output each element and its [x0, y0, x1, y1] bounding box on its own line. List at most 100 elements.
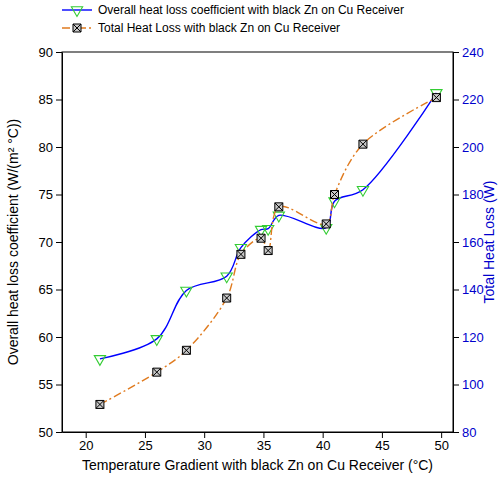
y2-axis-tick: 240 [453, 45, 484, 60]
x-axis-tick-mark [263, 432, 264, 438]
x-axis-tick-mark [382, 432, 383, 438]
x-axis-tick: 45 [375, 432, 389, 453]
plot-frame [62, 52, 453, 432]
x-axis-tick-label: 35 [257, 438, 271, 453]
y2-axis-tick-label: 120 [462, 330, 484, 345]
series-marker [182, 346, 190, 354]
series-line [100, 98, 436, 405]
series-marker [223, 294, 231, 302]
y2-axis-tick: 120 [453, 330, 484, 345]
y-axis-tick-label: 55 [39, 377, 53, 392]
series-marker [359, 140, 367, 148]
legend-label: Total Heat Loss with black Zn on Cu Rece… [98, 21, 340, 35]
y-axis-tick: 65 [39, 282, 62, 297]
y-axis-tick-mark [56, 100, 62, 101]
y-axis-tick: 75 [39, 187, 62, 202]
series-marker [264, 247, 272, 255]
y2-axis: 80 100 120 140 160 180 200 220 240 [453, 45, 484, 440]
y-axis-tick-mark [56, 337, 62, 338]
y-axis-tick-mark [56, 147, 62, 148]
legend-marker [73, 24, 81, 32]
y-axis-tick-mark [56, 385, 62, 386]
y2-axis-title: Total Heat Loss (W) [481, 181, 497, 304]
x-axis-tick-label: 30 [197, 438, 211, 453]
y-axis-tick-label: 90 [39, 45, 53, 60]
y-axis-tick-mark [56, 432, 62, 433]
x-axis-tick: 40 [316, 432, 330, 453]
x-axis-tick-label: 40 [316, 438, 330, 453]
x-axis-tick-mark [204, 432, 205, 438]
y-axis-tick-label: 70 [39, 235, 53, 250]
y-axis-tick-mark [56, 290, 62, 291]
series-marker [153, 368, 161, 376]
x-axis-tick: 25 [138, 432, 152, 453]
y2-axis-tick-mark [453, 195, 459, 196]
series-line [100, 93, 436, 359]
y2-axis-tick: 160 [453, 235, 484, 250]
x-axis-tick-label: 25 [138, 438, 152, 453]
y-axis-tick: 80 [39, 140, 62, 155]
y2-axis-tick-mark [453, 290, 459, 291]
x-axis-tick: 50 [434, 432, 448, 453]
legend: Overall heat loss coefficient with black… [62, 3, 404, 35]
y2-axis-tick-mark [453, 385, 459, 386]
y2-axis-tick: 100 [453, 377, 484, 392]
legend-item: Total Heat Loss with black Zn on Cu Rece… [62, 21, 340, 35]
y-axis-tick-label: 65 [39, 282, 53, 297]
x-axis-tick-label: 20 [79, 438, 93, 453]
y2-axis-tick-label: 100 [462, 377, 484, 392]
y-axis-tick-mark [56, 242, 62, 243]
x-axis-tick: 30 [197, 432, 211, 453]
x-axis-tick-mark [86, 432, 87, 438]
legend-label: Overall heat loss coefficient with black… [98, 3, 404, 17]
y2-axis-tick-label: 220 [462, 92, 484, 107]
y2-axis-tick-label: 200 [462, 140, 484, 155]
legend-marker [71, 7, 82, 17]
series-marker [151, 336, 162, 346]
y2-axis-tick: 140 [453, 282, 484, 297]
y2-axis-tick-mark [453, 337, 459, 338]
plot-area [94, 90, 442, 409]
y-axis-tick: 60 [39, 330, 62, 345]
series-marker [275, 203, 283, 211]
series-marker [96, 400, 104, 408]
y-axis-line [62, 53, 63, 433]
x-axis-tick: 20 [79, 432, 93, 453]
x-axis-title: Temperature Gradient with black Zn on Cu… [82, 457, 433, 473]
series-marker [432, 94, 440, 102]
chart: 20 25 30 35 40 45 50 50 55 60 65 70 75 80 85 90 80 100 120… [0, 0, 500, 478]
y2-axis-tick: 200 [453, 140, 484, 155]
y-axis-tick: 90 [39, 45, 62, 60]
y-axis-title: Overall heat loss coefficient (W/(m² °C)… [5, 119, 21, 366]
x-axis-line [63, 432, 454, 433]
y2-axis-tick-mark [453, 147, 459, 148]
y-axis-tick: 50 [39, 425, 62, 440]
y2-axis-tick-mark [453, 432, 459, 433]
y2-axis-tick-mark [453, 242, 459, 243]
y2-axis-tick-label: 240 [462, 45, 484, 60]
y2-axis-tick-label: 80 [462, 425, 476, 440]
x-axis: 20 25 30 35 40 45 50 [63, 432, 454, 453]
x-axis-tick-mark [145, 432, 146, 438]
legend-line [62, 9, 92, 10]
y-axis-tick-mark [56, 52, 62, 53]
y-axis-tick: 85 [39, 92, 62, 107]
x-axis-tick-mark [323, 432, 324, 438]
y-axis-tick: 55 [39, 377, 62, 392]
series-marker [237, 250, 245, 258]
y-axis: 50 55 60 65 70 75 80 85 90 [39, 45, 63, 440]
series-marker [329, 198, 340, 208]
x-axis-tick-label: 50 [434, 438, 448, 453]
legend-item: Overall heat loss coefficient with black… [62, 3, 404, 17]
series-marker [181, 287, 192, 297]
y-axis-tick-label: 75 [39, 187, 53, 202]
x-axis-tick-label: 45 [375, 438, 389, 453]
y2-axis-tick: 180 [453, 187, 484, 202]
y2-axis-tick: 220 [453, 92, 484, 107]
y2-axis-tick-mark [453, 100, 459, 101]
y-axis-tick-label: 60 [39, 330, 53, 345]
y-axis-tick-label: 80 [39, 140, 53, 155]
series-marker [221, 273, 232, 283]
series-marker [357, 186, 368, 196]
y-axis-tick: 70 [39, 235, 62, 250]
